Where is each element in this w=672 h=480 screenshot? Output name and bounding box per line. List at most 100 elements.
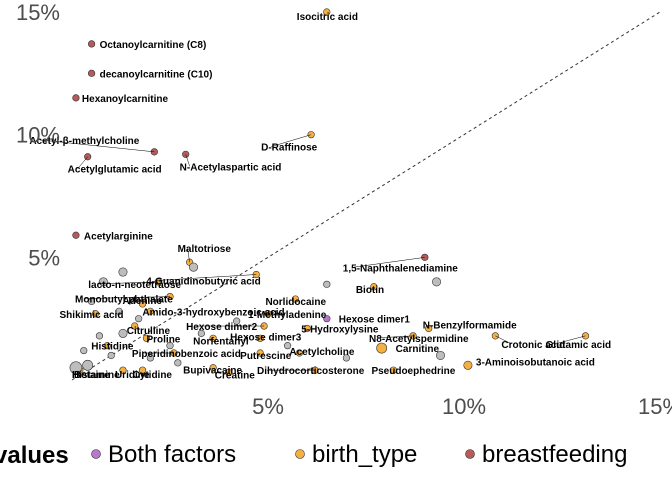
point-unlabeled-48: [189, 262, 199, 272]
point-unlabeled-53: [118, 328, 128, 338]
label-d-raffinose: D-Raffinose: [261, 143, 318, 154]
labels-layer: Isocitric acid Octanoylcarnitine (C8) deca…: [29, 12, 611, 382]
x-axis-ticks: 5% 10% 15%: [252, 394, 672, 419]
point-hexose-dimer3: [256, 334, 264, 342]
connector-acetylglutamic-acid: [77, 156, 88, 169]
label-carnitine: Carnitine: [396, 344, 440, 355]
legend-key-breastfeeding: [465, 449, 475, 459]
label-1-methyladenine: 1-Methyladenine: [248, 310, 327, 321]
legend-title: values: [0, 442, 69, 469]
label-decanoylcarnitine-c10: decanoylcarnitine (C10): [100, 69, 213, 80]
point-unlabeled-47: [118, 267, 128, 277]
point-adenine: [138, 300, 147, 308]
label-histidine: Histidine: [91, 342, 134, 353]
label-acetyl-methylcholine: Acetyl-β-methylcholine: [29, 136, 139, 147]
label-glutamic-acid: Glutamic acid: [546, 340, 612, 351]
connector-1-5-naphthalenediamine: [352, 257, 425, 268]
legend-label-breastfeeding: breastfeeding: [482, 441, 627, 468]
point-unlabeled-66: [174, 359, 182, 367]
point-acetylarginine: [72, 231, 80, 239]
point-shikimic-acid: [91, 310, 100, 318]
point-hexanoylcarnitine: [72, 94, 80, 102]
connector-monobutyl-phthalate: [84, 296, 171, 299]
point-unlabeled-58: [197, 329, 205, 337]
point-uridine: [119, 366, 127, 374]
point-unlabeled-62: [435, 350, 445, 360]
label-norfentanyl: Norfentanyl: [193, 336, 249, 347]
label-crotonic-acid: Crotonic acid: [501, 340, 565, 351]
point-unlabeled-57: [107, 351, 115, 360]
point-creatine: [225, 369, 233, 377]
label-n-acetylaspartic-acid: N-Acetylaspartic acid: [180, 162, 282, 173]
point-unlabeled-63: [432, 277, 442, 287]
x-tick-label: 5%: [252, 394, 284, 419]
label-piperidinobenzoic-acid: Piperidinobenzoic acid: [132, 349, 241, 360]
point-n-benzylformamide: [425, 324, 433, 333]
connector-lacto-n-neotetraose: [98, 281, 159, 285]
point-unlabeled-52: [135, 315, 143, 323]
x-tick-label: 15%: [638, 394, 672, 419]
label-norlidocaine: Norlidocaine: [265, 297, 326, 308]
label-3-aminoisobutanoic-acid: 3-Aminoisobutanoic acid: [476, 357, 595, 368]
connector-maltotriose: [187, 248, 190, 263]
label-pseudoephedrine: Pseudoephedrine: [371, 366, 455, 377]
point-unlabeled-59: [233, 317, 241, 325]
label-amido-3-hydroxybenzoic-acid: Amido-3-hydroxybenzoic acid: [142, 307, 284, 318]
legend-key-birth-type: [295, 449, 305, 459]
label-creatine: Creatine: [215, 371, 255, 382]
legend-key-both-factors: [91, 449, 101, 459]
point-acetylcholine: [295, 349, 303, 357]
label-hexanoylcarnitine: Hexanoylcarnitine: [82, 94, 169, 105]
label-histamine: Histamine: [72, 370, 120, 381]
label-proline: Proline: [146, 334, 180, 345]
label-isocitric-acid: Isocitric acid: [297, 12, 358, 23]
point-unlabeled-55: [166, 342, 174, 350]
label-bupivacaine: Bupivacaine: [183, 366, 242, 377]
point-histidine: [103, 342, 111, 350]
legend: values Both factors birth_type breastfeedi…: [0, 441, 627, 469]
label-5-hydroxylysine: 5-Hydroxylysine: [301, 324, 379, 335]
label-1-5-naphthalenediamine: 1,5-Naphthalenediamine: [343, 263, 458, 274]
label-acetylarginine: Acetylarginine: [84, 231, 153, 242]
label-octanoylcarnitine-c8: Octanoylcarnitine (C8): [100, 40, 207, 51]
connector-n8-acetylspermidine: [379, 335, 414, 339]
label-hexose-dimer1: Hexose dimer1: [339, 315, 411, 326]
label-n8-acetylspermidine: N8-Acetylspermidine: [369, 334, 469, 345]
point-unlabeled-51: [115, 307, 123, 315]
label-betaine: Betaine: [74, 370, 111, 381]
point-unlabeled-46: [82, 359, 94, 371]
point-pseudoephedrine: [389, 366, 398, 374]
point-isocitric-acid: [323, 8, 331, 16]
point-proline: [142, 334, 151, 342]
connector-d-raffinose: [271, 134, 312, 147]
point-unlabeled-56: [146, 354, 154, 362]
point-putrescine: [256, 349, 264, 357]
point-5-hydroxylysine: [303, 324, 311, 333]
y-axis-ticks: 5% 10% 15%: [16, 0, 60, 270]
connector-4-guanidinobutyric-acid: [156, 274, 257, 281]
label-monobutyl-phthalate: Monobutyl phthalate: [75, 295, 173, 306]
label-putrescine: Putrescine: [240, 351, 292, 362]
point-amido-3-hydroxybenzoic-acid: [146, 307, 154, 315]
y-tick-label: 10%: [16, 123, 60, 148]
point-unlabeled-45: [69, 361, 83, 375]
connector-crotonic-acid: [495, 335, 512, 345]
point-unlabeled-54: [95, 332, 104, 340]
y-tick-label: 5%: [28, 245, 60, 270]
point-norfentanyl: [209, 334, 217, 342]
point-decanoylcarnitine-c10: [87, 69, 96, 77]
label-cytidine: Cytidine: [133, 370, 173, 381]
label-citrulline: Citrulline: [127, 326, 171, 337]
point-octanoylcarnitine-c8: [87, 40, 96, 48]
connector-acetyl-methylcholine: [39, 139, 155, 153]
point-citrulline: [131, 322, 139, 330]
label-lacto-n-neotetraose: lacto-n-neotetraose: [88, 280, 181, 291]
point-biotin: [370, 283, 378, 291]
label-acetylcholine: Acetylcholine: [289, 347, 354, 358]
x-tick-label: 10%: [442, 394, 486, 419]
label-hexose-dimer3: Hexose dimer3: [230, 332, 302, 343]
point-bupivacaine: [209, 364, 217, 372]
point-3-aminoisobutanoic-acid: [463, 360, 473, 370]
label-adenine: Adenine: [123, 296, 163, 307]
